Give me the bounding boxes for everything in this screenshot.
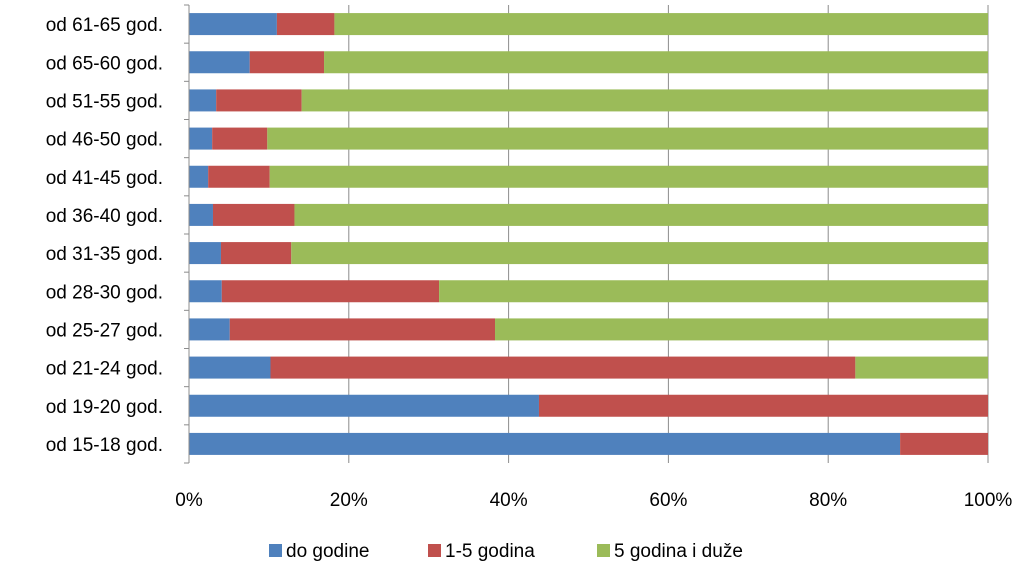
bar-segment: [294, 203, 988, 226]
category-label: od 15-18 god.: [46, 435, 163, 456]
bar-segment: [267, 127, 988, 150]
category-label: od 46-50 god.: [46, 130, 163, 151]
bar-segment: [189, 394, 539, 417]
bar-segment: [855, 356, 988, 379]
bar-segment: [212, 127, 268, 150]
bar-segment: [276, 13, 335, 36]
legend-swatch: [597, 544, 610, 557]
bar-segment: [220, 242, 292, 265]
bar-segment: [324, 51, 988, 74]
x-tick-label: 60%: [649, 490, 687, 511]
axes: [184, 4, 190, 464]
x-tick-label: 20%: [330, 490, 368, 511]
bar-segment: [229, 318, 496, 341]
category-label: od 51-55 god.: [46, 91, 163, 112]
legend: do godine 1-5 godina 5 godina i duže: [269, 541, 743, 562]
category-labels: od 61-65 god. od 65-60 god. od 51-55 god. o…: [46, 15, 163, 456]
bar-segment: [189, 280, 222, 303]
category-label: od 31-35 god.: [46, 244, 163, 265]
bar-segment: [189, 89, 217, 112]
bar-segment: [189, 127, 213, 150]
category-label: od 61-65 god.: [46, 15, 163, 36]
category-label: od 19-20 god.: [46, 397, 163, 418]
x-tick-label: 100%: [964, 490, 1013, 511]
bar-segment: [900, 432, 988, 455]
bars: [189, 13, 989, 455]
bar-segment: [221, 280, 440, 303]
bar-segment: [216, 89, 302, 112]
category-label: od 21-24 god.: [46, 359, 163, 380]
legend-swatch: [428, 544, 441, 557]
bar-segment: [270, 356, 856, 379]
legend-label: 1-5 godina: [445, 541, 535, 562]
bar-segment: [301, 89, 988, 112]
bar-segment: [189, 13, 277, 36]
legend-swatch: [269, 544, 282, 557]
x-tick-label: 80%: [809, 490, 847, 511]
bar-segment: [269, 165, 989, 188]
bar-segment: [334, 13, 989, 36]
bar-segment: [189, 203, 213, 226]
bar-segment: [208, 165, 270, 188]
bar-segment: [189, 51, 250, 74]
x-tick-labels: 0% 20% 40% 60% 80% 100%: [175, 490, 1012, 511]
bar-segment: [439, 280, 988, 303]
category-label: od 28-30 god.: [46, 282, 163, 303]
bar-segment: [212, 203, 295, 226]
bar-segment: [495, 318, 988, 341]
x-tick-label: 0%: [175, 490, 203, 511]
legend-label: 5 godina i duže: [614, 541, 743, 562]
bar-segment: [189, 165, 209, 188]
bar-segment: [189, 318, 230, 341]
bar-segment: [249, 51, 325, 74]
category-label: od 36-40 god.: [46, 206, 163, 227]
category-label: od 41-45 god.: [46, 168, 163, 189]
bar-segment: [189, 356, 271, 379]
bar-segment: [189, 432, 901, 455]
bar-segment: [291, 242, 989, 265]
legend-label: do godine: [286, 541, 369, 562]
x-tick-label: 40%: [490, 490, 528, 511]
gridlines: [348, 5, 989, 463]
bar-segment: [538, 394, 988, 417]
bar-segment: [189, 242, 221, 265]
category-label: od 65-60 god.: [46, 53, 163, 74]
category-label: od 25-27 god.: [46, 320, 163, 341]
